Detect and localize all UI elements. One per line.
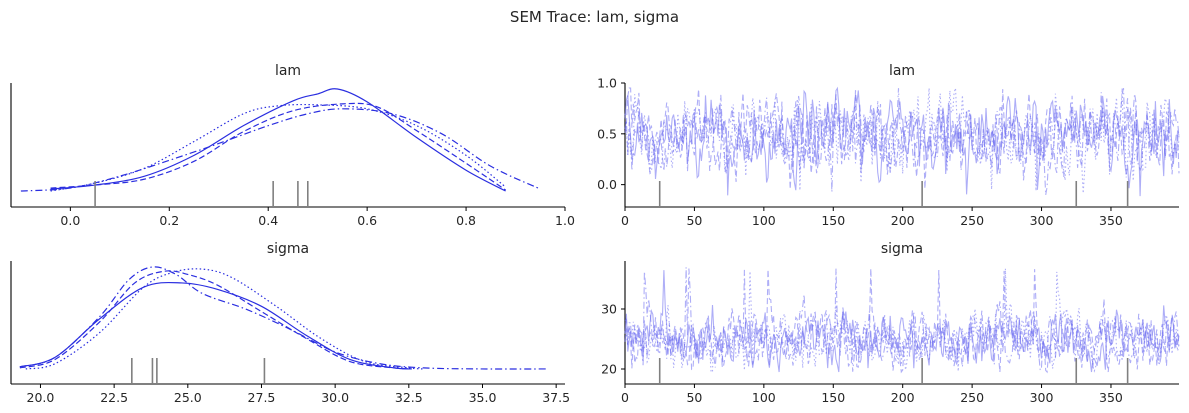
lam-density-title: lam	[275, 63, 301, 79]
x-tick-label: 1.0	[555, 213, 575, 228]
trace-chain-1	[624, 86, 1180, 197]
x-tick-label: 200	[891, 390, 915, 405]
x-tick-label: 25.0	[174, 390, 202, 405]
x-tick-label: 100	[752, 390, 776, 405]
lam-trace-panel: lam 0 50 100 150 200 250 300 350 0.0 0.5 1.0	[597, 63, 1180, 228]
x-tick-label: 37.5	[542, 390, 570, 405]
x-tick-label: 350	[1099, 213, 1123, 228]
lam-trace-title: lam	[889, 63, 915, 79]
x-tick-label: 250	[960, 213, 984, 228]
x-tick-label: 0.0	[60, 213, 80, 228]
sigma-density-title: sigma	[267, 241, 309, 257]
x-tick-label: 0	[621, 213, 629, 228]
density-line-dotted	[50, 103, 507, 192]
density-line-dashed	[50, 102, 506, 191]
trace-chain-3	[624, 268, 1180, 373]
x-tick-label: 30.0	[321, 390, 349, 405]
y-tick-label: 0.5	[597, 126, 617, 141]
sigma-density-panel: sigma 20.0 22.5 25.0 27.5 30.0 32.5 35.0 37.5	[10, 241, 570, 405]
trace-chain-4	[624, 267, 1180, 373]
x-tick-label: 100	[752, 213, 776, 228]
trace-chain-1	[624, 270, 1180, 373]
y-tick-label: 1.0	[597, 76, 617, 91]
x-tick-label: 50	[686, 390, 702, 405]
y-tick-label: 0.0	[597, 177, 617, 192]
trace-chain-2	[624, 87, 1180, 190]
trace-chain-2	[624, 268, 1180, 374]
x-tick-label: 22.5	[100, 390, 128, 405]
trace-chain-4	[624, 87, 1180, 196]
x-tick-label: 20.0	[27, 390, 55, 405]
x-tick-label: 300	[1030, 390, 1054, 405]
x-tick-label: 250	[960, 390, 984, 405]
x-tick-label: 0.4	[258, 213, 278, 228]
x-tick-label: 35.0	[469, 390, 497, 405]
figure-title: SEM Trace: lam, sigma	[510, 8, 679, 26]
x-tick-label: 0.8	[456, 213, 476, 228]
x-tick-label: 0.2	[159, 213, 179, 228]
density-line-dashed	[19, 270, 412, 370]
x-tick-label: 200	[891, 213, 915, 228]
y-tick-label: 30	[601, 302, 617, 317]
density-line-solid	[19, 281, 412, 370]
x-tick-label: 27.5	[248, 390, 276, 405]
x-tick-label: 350	[1099, 390, 1123, 405]
sigma-trace-panel: sigma 0 50 100 150 200 250 300 350 20 30	[601, 241, 1180, 405]
x-tick-label: 32.5	[395, 390, 423, 405]
sigma-trace-title: sigma	[881, 241, 923, 257]
density-line-dashdot	[20, 108, 541, 192]
x-tick-label: 150	[821, 390, 845, 405]
x-tick-label: 50	[686, 213, 702, 228]
y-tick-label: 20	[601, 362, 617, 377]
x-tick-label: 0	[621, 390, 629, 405]
density-line-dashdot	[19, 266, 548, 370]
x-tick-label: 300	[1030, 213, 1054, 228]
x-tick-label: 0.6	[357, 213, 377, 228]
density-line-solid	[50, 88, 506, 192]
lam-density-panel: lam 0.0 0.2 0.4 0.6 0.8 1.0	[10, 63, 575, 228]
trace-chain-3	[624, 87, 1180, 194]
density-line-dotted	[25, 268, 424, 370]
x-tick-label: 150	[821, 213, 845, 228]
